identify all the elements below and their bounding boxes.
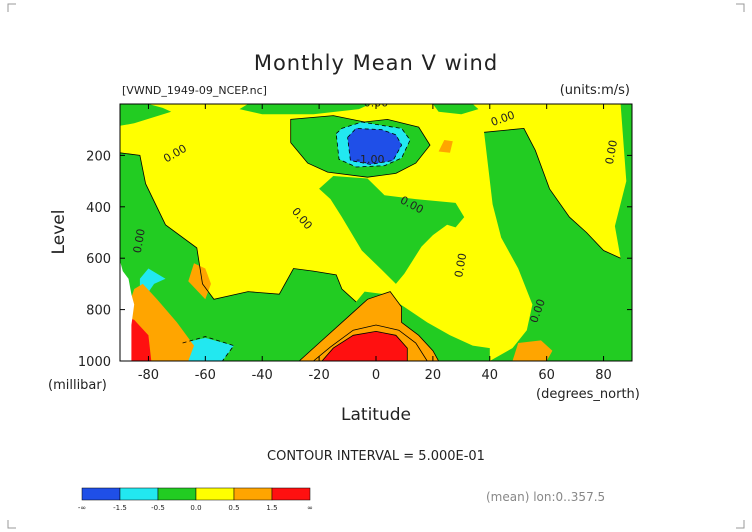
contour-region-neg-weak <box>319 176 465 284</box>
units-label: (units:m/s) <box>560 83 630 98</box>
missing-data-mask <box>120 260 135 361</box>
colorbar-swatch <box>157 487 197 501</box>
contour-region-neg-strong <box>347 128 402 165</box>
y-axis-label: Level <box>49 210 69 255</box>
x-axis-label: Latitude <box>341 405 411 425</box>
colorbar-label: 0.5 <box>228 504 239 512</box>
x-tick-label: 80 <box>595 368 612 383</box>
contour-line <box>290 115 431 178</box>
contour-line-negative <box>335 121 411 168</box>
contour-label: 0.00 <box>452 252 469 278</box>
x-axis-unit: (degrees_north) <box>536 387 640 402</box>
y-tick-label: 200 <box>86 149 111 164</box>
x-tick-label: 0 <box>372 368 380 383</box>
contour-line-negative <box>347 127 403 165</box>
contour-label: -1.00 <box>356 153 384 166</box>
axis-ticks: -80 -60 -40 -20 0 20 40 60 80 200 400 600 800 1000 <box>78 104 632 383</box>
y-tick-label: 800 <box>86 304 111 319</box>
x-tick-label: -20 <box>308 368 329 383</box>
x-tick-label: -40 <box>252 368 273 383</box>
colorbar-label: -0.5 <box>151 504 165 512</box>
contour-region-neg-weak <box>120 104 172 126</box>
colorbar-label: -1.5 <box>113 504 127 512</box>
colorbar-label: ∞ <box>307 504 313 512</box>
contour-interval-text: CONTOUR INTERVAL = 5.000E-01 <box>267 449 485 464</box>
contour-region-neg-weak <box>484 104 632 361</box>
y-tick-label: 600 <box>86 252 111 267</box>
x-tick-label: 20 <box>425 368 442 383</box>
footnote: (mean) lon:0..357.5 <box>486 490 605 504</box>
contour-region-pos-mid <box>438 140 453 153</box>
colorbar: -∞ -1.5 -0.5 0.0 0.5 1.5 ∞ <box>78 487 313 512</box>
colorbar-swatch <box>119 487 159 501</box>
colorbar-swatch <box>233 487 273 501</box>
dataset-label: [VWND_1949-09_NCEP.nc] <box>122 84 267 97</box>
contour-fill-layer <box>120 104 632 361</box>
contour-label: 0.00 <box>603 139 620 165</box>
colorbar-label: 1.5 <box>266 504 277 512</box>
colorbar-swatch <box>195 487 235 501</box>
colorbar-label: -∞ <box>78 504 86 512</box>
y-tick-label: 1000 <box>78 355 111 370</box>
y-axis-unit: (millibar) <box>48 378 107 393</box>
contour-region-neg-weak <box>239 104 371 115</box>
contour-line <box>484 127 621 259</box>
page-corner-marks <box>7 3 745 529</box>
contour-line <box>298 291 439 361</box>
contour-region-neg-weak <box>432 104 479 115</box>
contour-line <box>313 324 428 361</box>
colorbar-label: 0.0 <box>190 504 201 512</box>
contour-line-layer <box>120 115 621 361</box>
colorbar-swatch <box>271 487 311 501</box>
x-tick-label: 40 <box>482 368 499 383</box>
plot-area: 0.000.00 -1.000.000.000.000.000.000.000.0… <box>78 103 633 383</box>
contour-region-neg-mid <box>139 268 166 305</box>
x-tick-label: -60 <box>195 368 216 383</box>
contour-region-pos-strong <box>322 331 408 361</box>
contour-line-negative <box>182 336 235 361</box>
contour-line <box>321 330 408 361</box>
contour-label: 0.00 <box>131 228 148 254</box>
colorbar-swatch <box>81 487 121 501</box>
contour-region-pos-mid <box>188 263 211 300</box>
y-tick-label: 400 <box>86 201 111 216</box>
x-tick-label: -80 <box>138 368 159 383</box>
contour-line <box>120 152 357 303</box>
x-tick-label: 60 <box>538 368 555 383</box>
chart-title: Monthly Mean V wind <box>254 51 498 75</box>
contour-region-pos-mid <box>512 340 553 361</box>
